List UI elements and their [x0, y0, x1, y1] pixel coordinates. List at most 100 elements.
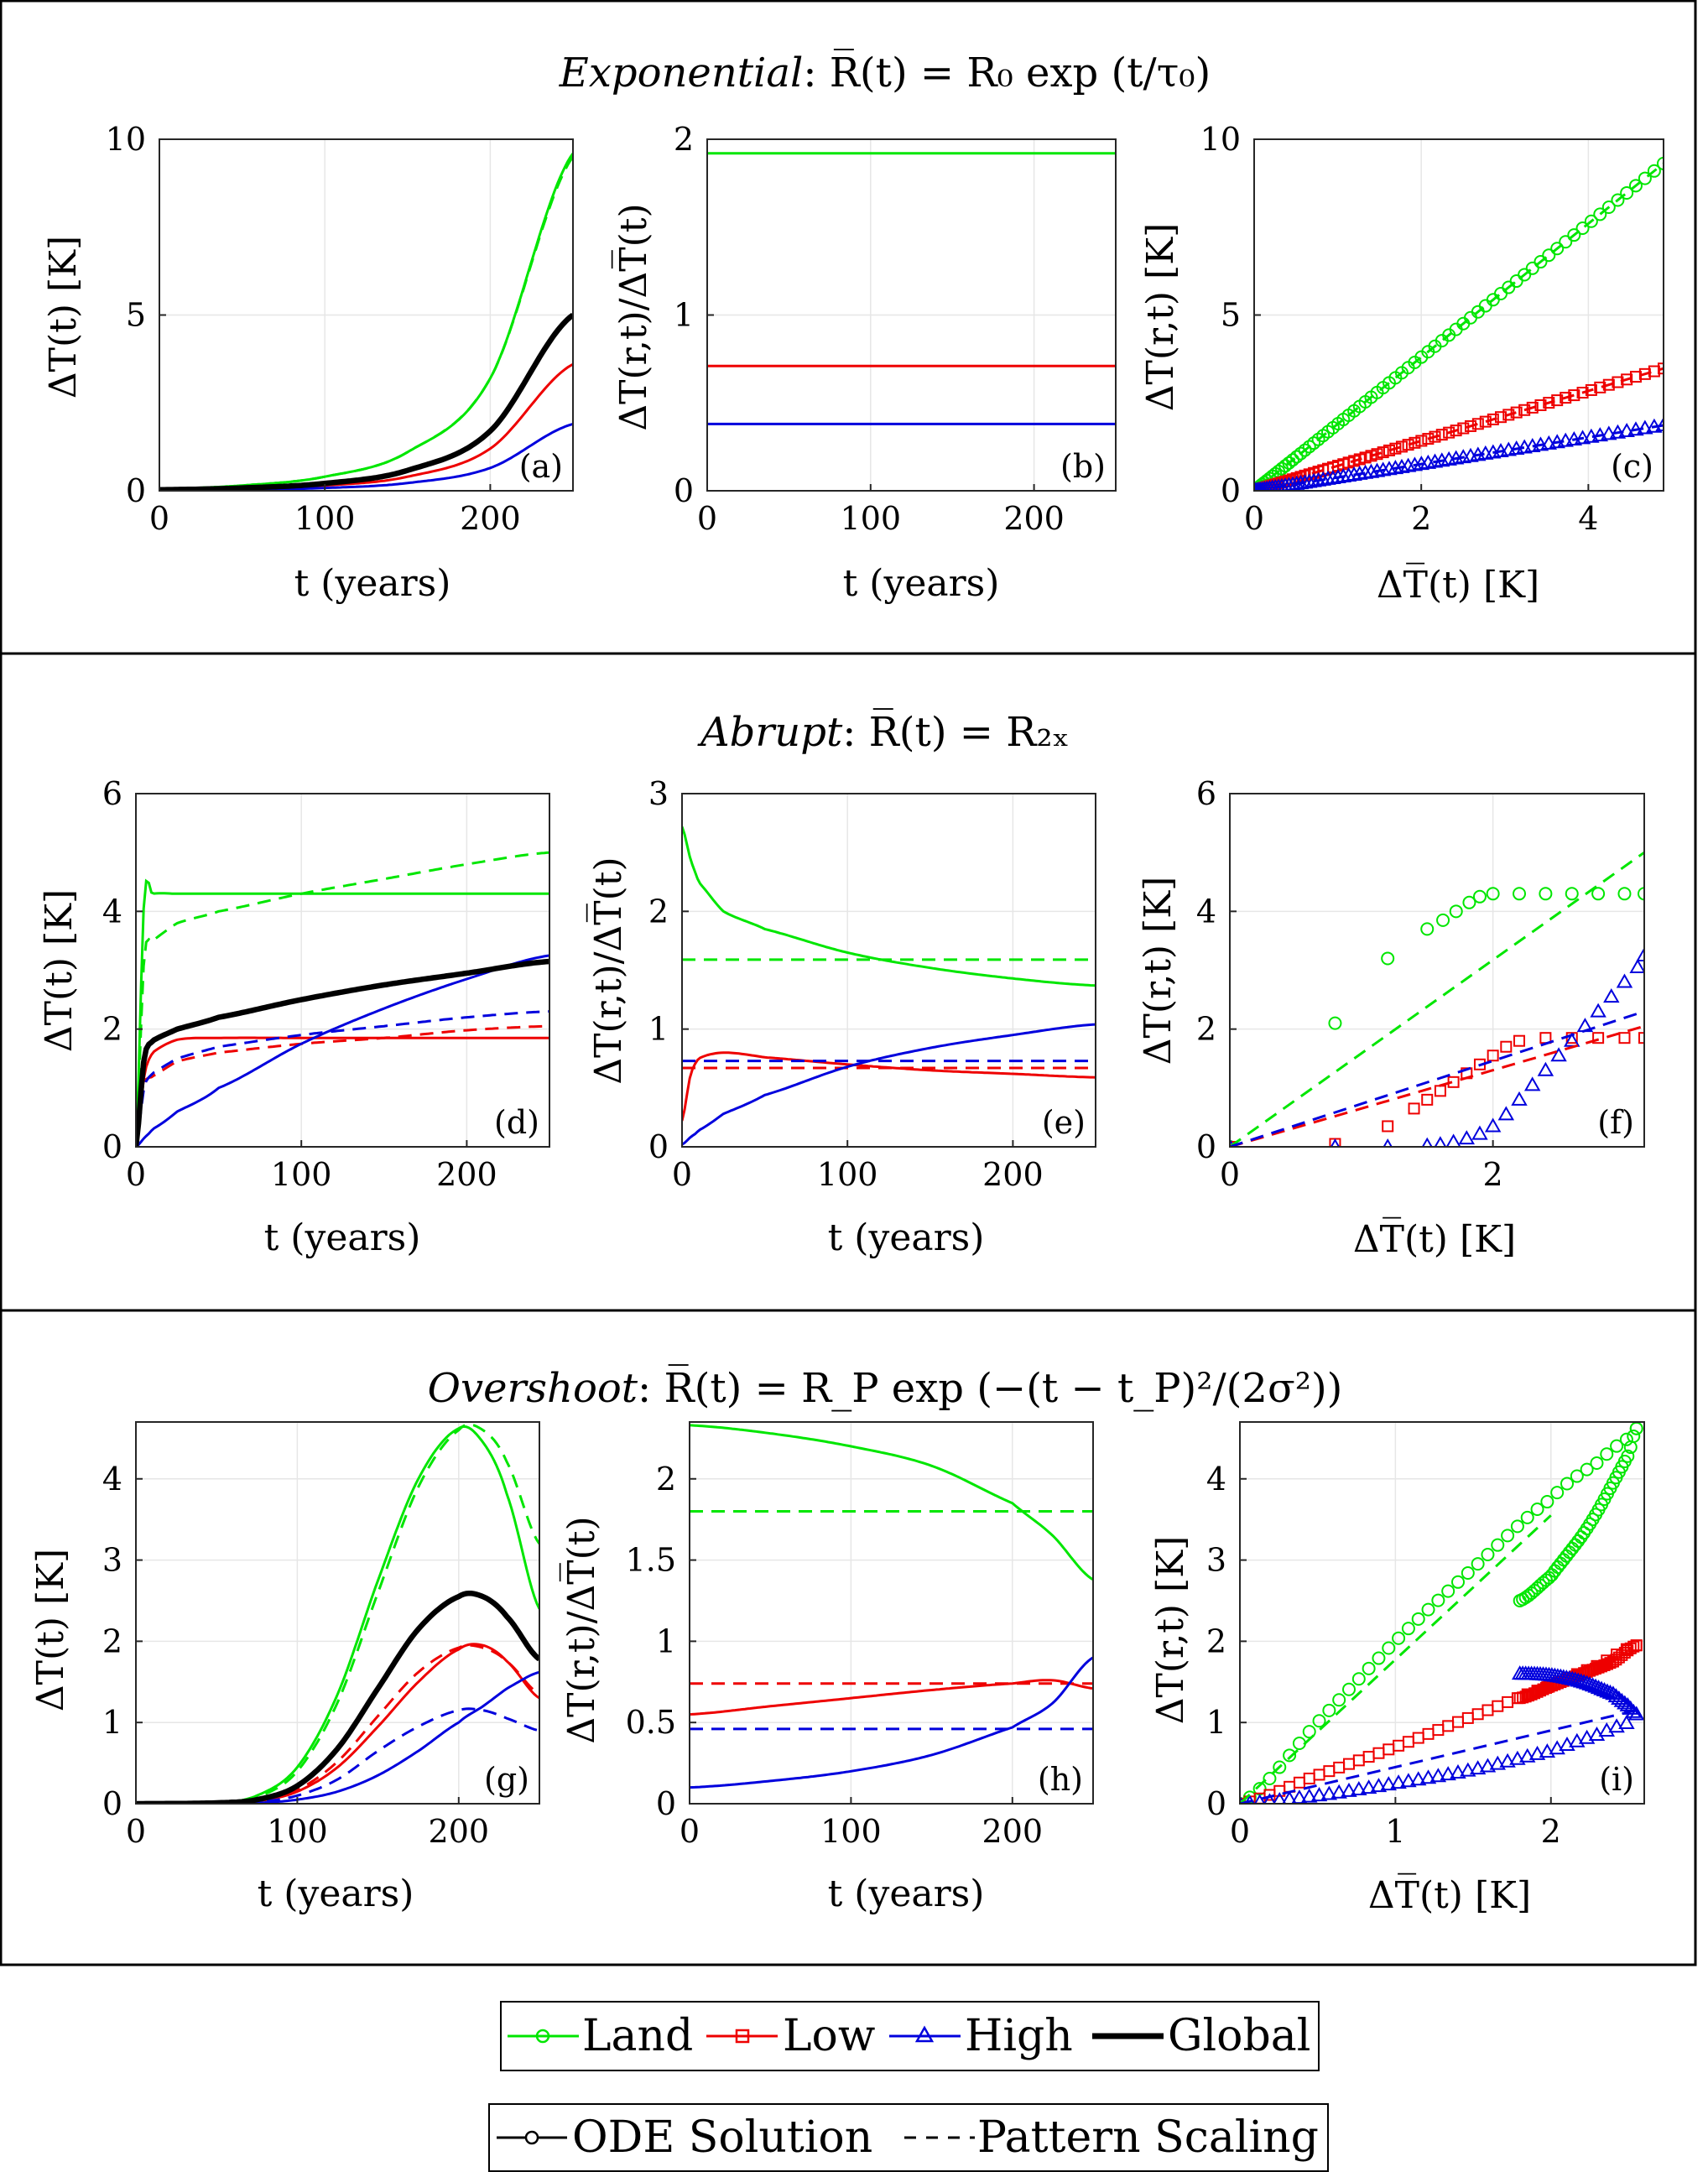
marker-land [1542, 248, 1556, 263]
marker-high-up [1419, 1769, 1437, 1784]
marker-land [1611, 193, 1625, 207]
marker-high-down [1617, 1695, 1633, 1710]
y-tick-label: 5 [126, 297, 146, 334]
marker-high-up [1528, 1745, 1546, 1760]
panel-label-a: (a) [519, 448, 563, 485]
marker-land-markers [1462, 895, 1476, 909]
marker-high-markers [1537, 1061, 1554, 1076]
y-tick-label: 10 [106, 121, 146, 158]
marker-land-markers [1436, 913, 1450, 927]
marker-low [1365, 450, 1377, 462]
series-land-ode [136, 878, 549, 1147]
series-high-ode [136, 954, 549, 1147]
marker-high [1565, 431, 1583, 446]
marker-low [1479, 415, 1492, 428]
marker-high [1340, 466, 1357, 482]
marker-land-up [1610, 1439, 1624, 1453]
series-high-pattern [1240, 1709, 1638, 1804]
marker-high [1609, 424, 1627, 439]
marker-land-markers [1420, 922, 1435, 936]
marker-high-up [1569, 1732, 1586, 1747]
x-tick-label: 2 [1483, 1156, 1503, 1193]
marker-land-up [1411, 1612, 1425, 1626]
marker-low [1502, 409, 1515, 421]
y-label-c: ΔT(r,t) [K] [1139, 223, 1182, 412]
marker-high [1646, 418, 1663, 433]
panel-b: 0 100 200 0 1 2 (b) [674, 121, 1117, 537]
axes-box-h [689, 1421, 1094, 1805]
marker-land-up [1273, 1760, 1287, 1774]
marker-high-up [1380, 1776, 1397, 1791]
series-global [136, 958, 549, 1147]
marker-high-up [1360, 1779, 1377, 1794]
y-tick-label: 0 [656, 1785, 676, 1822]
row-title-abrupt: Abrupt: R̅(t) = R₂ₓ [697, 707, 1070, 756]
legend-global-label: Global [1168, 2011, 1310, 2061]
marker-high-markers [1458, 1130, 1476, 1145]
series-high-pattern [1230, 1010, 1644, 1147]
marker-land-up [1580, 1462, 1594, 1477]
legend-styles: ODE Solution Pattern Scaling [488, 2103, 1329, 2172]
axes-box-f [1229, 793, 1645, 1148]
y-tick-label: 4 [102, 893, 122, 930]
y-label-i: ΔT(r,t) [K] [1149, 1536, 1192, 1725]
series-group-d [136, 851, 549, 1147]
marker-land [1525, 261, 1539, 275]
marker-land-up [1451, 1575, 1466, 1589]
x-label-b: t (years) [843, 562, 1000, 605]
marker-high-up [1263, 1793, 1276, 1804]
panel-g: 0 100 200 0 1 2 3 4 (g) [102, 1421, 540, 1850]
marker-high [1254, 482, 1264, 491]
y-tick-label: 6 [102, 775, 122, 812]
marker-land-up [1491, 1538, 1505, 1552]
marker-low [1487, 413, 1499, 425]
marker-land-down [1513, 1593, 1527, 1607]
panel-a: 0 100 200 0 5 10 (a) [106, 121, 574, 537]
marker-high-markers [1434, 1136, 1447, 1147]
marker-high-up [1390, 1774, 1407, 1789]
y-tick-label: 0 [648, 1128, 669, 1165]
y-tick-label: 1 [648, 1011, 669, 1048]
y-tick-label: 0 [1221, 472, 1241, 509]
marker-low [1518, 404, 1531, 416]
marker-low-markers [1408, 1102, 1420, 1115]
marker-land [1601, 201, 1616, 215]
y-label-g: ΔT(t) [K] [29, 1549, 72, 1711]
marker-land [1289, 450, 1304, 464]
marker-high [1368, 462, 1386, 477]
marker-land-up [1263, 1772, 1277, 1786]
y-tick-label: 4 [102, 1461, 122, 1497]
marker-low [1551, 394, 1564, 407]
panel-label-d: (d) [494, 1104, 539, 1141]
axes-box-i [1239, 1421, 1645, 1805]
y-tick-label: 0 [102, 1128, 122, 1165]
marker-low [1629, 371, 1642, 383]
axes-box-g [135, 1421, 540, 1805]
row-title-exponential: Exponential: R̅(t) = R₀ exp (t/τ₀) [559, 48, 1211, 96]
series-group-i [1240, 1422, 1644, 1804]
marker-land-markers [1449, 904, 1463, 919]
legend-low-marker [735, 2029, 750, 2044]
x-tick-label: 1 [1385, 1813, 1405, 1850]
marker-high-markers [1550, 1047, 1567, 1062]
y-tick-label: 10 [1200, 121, 1241, 158]
marker-land-up [1501, 1529, 1515, 1543]
y-tick-label: 0 [1206, 1785, 1226, 1822]
series-low-ode [136, 1036, 549, 1147]
legend-land-marker [535, 2029, 550, 2044]
marker-low [1621, 373, 1633, 386]
panel-c: 0 2 4 0 5 10 (c) [1200, 121, 1664, 537]
series-high-ode [136, 1670, 539, 1804]
marker-land-up [1471, 1557, 1485, 1571]
marker-high-up [1618, 1715, 1635, 1730]
series-low-ode [136, 1643, 539, 1804]
x-tick-label: 0 [1244, 500, 1264, 537]
x-label-g: t (years) [258, 1873, 414, 1915]
marker-high [1335, 467, 1352, 483]
y-tick-label: 1 [102, 1704, 122, 1741]
marker-high [1263, 480, 1276, 491]
marker-high-up [1479, 1758, 1497, 1773]
marker-low-markers [1513, 1034, 1526, 1047]
marker-high-up [1400, 1773, 1417, 1788]
y-label-f: ΔT(r,t) [K] [1137, 877, 1179, 1065]
